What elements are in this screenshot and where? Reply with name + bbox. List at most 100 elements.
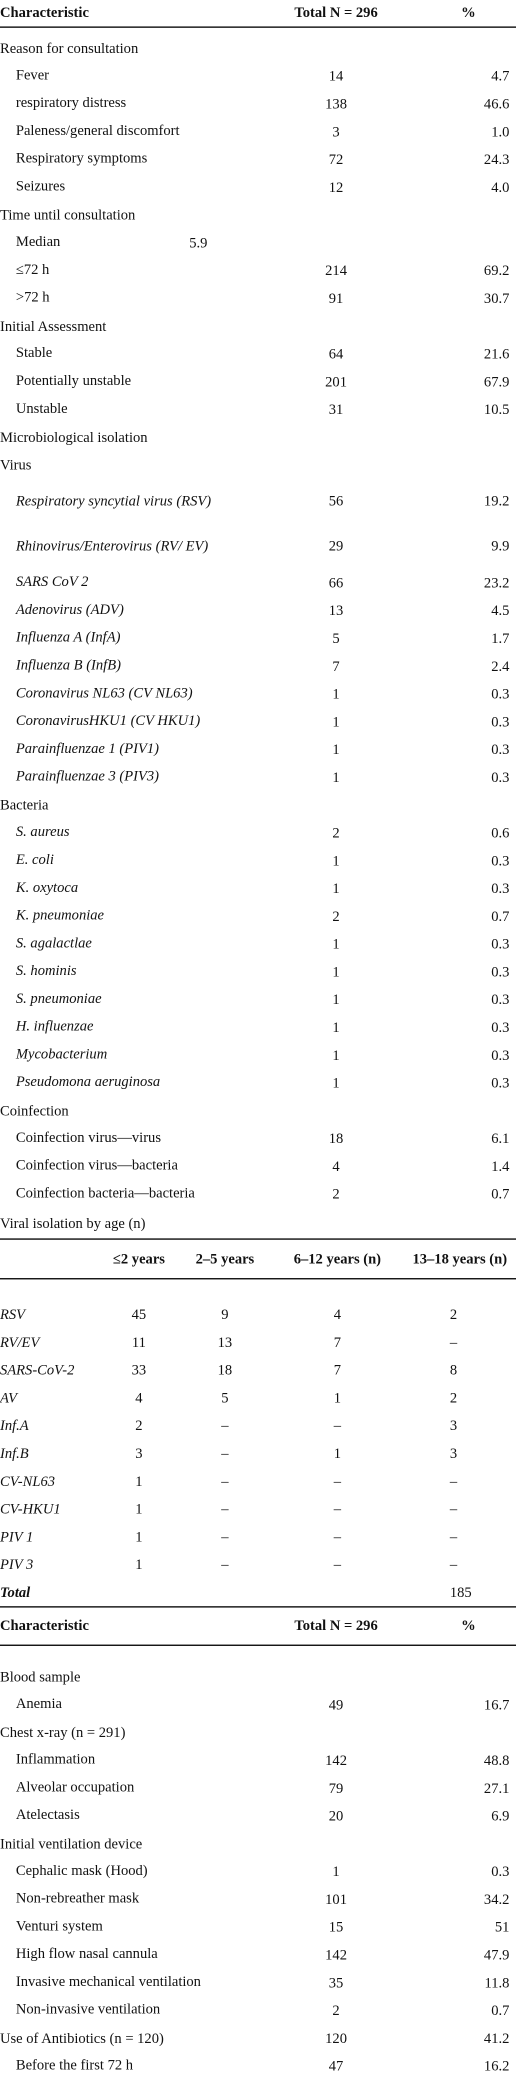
data-row: Paleness/general discomfort 3 1.0	[0, 118, 516, 146]
value-cell: –	[221, 1473, 229, 1490]
label-cell: Parainfluenzae 3 (PIV3)	[0, 767, 251, 787]
total-cell: 2	[332, 908, 340, 925]
section-row: Microbiological isolation	[0, 423, 516, 451]
row-label: S. aureus	[15, 824, 70, 841]
row-label: RV/EV	[0, 1334, 40, 1351]
column-header: Total N = 296	[294, 1618, 378, 1635]
percent-cell: 67.9	[483, 373, 510, 390]
row-label: S. pneumoniae	[15, 990, 102, 1007]
row-label: Mycobacterium	[15, 1046, 108, 1063]
row-label: Coronavirus NL63 (CV NL63)	[15, 685, 193, 702]
label-cell: S. hominis	[0, 962, 251, 982]
label-cell: Coronavirus NL63 (CV NL63)	[0, 684, 251, 704]
total-cell: 20	[328, 1807, 344, 1824]
percent-cell: 16.7	[483, 1696, 510, 1713]
label-cell: S. aureus	[0, 823, 251, 843]
data-row: Seizures 12 4.0	[0, 173, 516, 201]
row-label: Pseudomona aeruginosa	[15, 1074, 161, 1091]
row-label: Influenza A (InfA)	[15, 629, 121, 646]
data-row: ≤72 h 214 69.2	[0, 257, 516, 285]
value-cell: 4	[333, 1306, 342, 1323]
section-title: Initial Assessment	[0, 318, 107, 335]
value-cell: 1	[135, 1556, 143, 1573]
row-label: respiratory distress	[15, 95, 127, 112]
data-row: Anemia 49 16.7	[0, 1691, 516, 1719]
row-label: High flow nasal cannula	[15, 1946, 158, 1963]
total-cell: 1	[332, 880, 340, 897]
percent-cell: 19.2	[483, 493, 510, 510]
percent-cell: 0.3	[491, 769, 510, 786]
total-cell: 18	[328, 1130, 344, 1147]
total-cell: 2	[332, 2002, 340, 2019]
percent-cell: 51	[494, 1919, 510, 1936]
data-row: S. aureus 2 0.6	[0, 819, 516, 847]
section-row: Virus	[0, 451, 516, 479]
total-cell: 56	[328, 493, 344, 510]
section-title: Coinfection	[0, 1102, 69, 1119]
label-cell: Coinfection virus—virus	[0, 1129, 251, 1149]
row-label: Total	[0, 1584, 31, 1601]
percent-cell: 1.7	[491, 630, 510, 647]
label-cell: Paleness/general discomfort	[0, 122, 251, 142]
percent-cell: 30.7	[483, 290, 510, 307]
section-row: Bacteria	[0, 791, 516, 819]
row-label: K. pneumoniae	[15, 907, 105, 924]
label-cell: CoronavirusHKU1 (CV HKU1)	[0, 712, 251, 732]
row-label: Potentially unstable	[15, 373, 132, 389]
row-label: PIV 3	[0, 1556, 34, 1573]
data-row: AV 4 5 1 2	[0, 1384, 516, 1412]
data-row: Non-rebreather mask 101 34.2	[0, 1885, 516, 1913]
percent-cell: 0.3	[491, 991, 510, 1008]
percent-cell: 41.2	[483, 2030, 510, 2047]
data-row: Invasive mechanical ventilation 35 11.8	[0, 1969, 516, 1997]
row-label: Median	[15, 234, 61, 251]
value-cell: –	[221, 1556, 229, 1573]
value-cell: –	[449, 1556, 458, 1573]
row-label: Respiratory symptoms	[15, 150, 148, 167]
row-label: K. oxytoca	[15, 879, 79, 896]
total-cell: 120	[325, 2030, 347, 2047]
row-label: Coinfection virus—bacteria	[15, 1157, 178, 1174]
percent-cell: 0.3	[491, 1019, 510, 1036]
total-cell: 31	[328, 401, 344, 418]
column-header: 13–18 years (n)	[412, 1250, 508, 1267]
value-cell: –	[221, 1528, 229, 1545]
data-row: respiratory distress 138 46.6	[0, 90, 516, 118]
total-cell: 1	[332, 1047, 340, 1064]
label-cell: >72 h	[0, 288, 251, 308]
row-label: Invasive mechanical ventilation	[15, 1974, 201, 1990]
data-row: H. influenzae 1 0.3	[0, 1013, 516, 1041]
percent-cell: 0.3	[491, 963, 510, 980]
total-cell: 14	[328, 68, 344, 85]
percent-cell: 0.3	[491, 1075, 510, 1091]
value-cell: 5	[221, 1389, 229, 1406]
data-row: Inf.B 3 – 1 3	[0, 1440, 516, 1468]
section-title: Microbiological isolation	[0, 429, 148, 446]
percent-cell: 0.3	[491, 936, 510, 952]
label-cell: Unstable	[0, 400, 251, 420]
total-cell: 64	[328, 345, 344, 362]
total-cell: 4	[332, 1158, 340, 1175]
data-row: Coinfection bacteria—bacteria 2 0.7	[0, 1180, 516, 1208]
row-label: Before the first 72 h	[15, 2057, 134, 2074]
percent-cell: 11.8	[484, 1974, 510, 1991]
row-label: E. coli	[15, 852, 54, 868]
percent-cell: 4.5	[491, 602, 510, 619]
data-row: Rhinovirus/Enterovirus (RV/ EV) 29 9.9	[0, 524, 516, 569]
row-label: RSV	[0, 1306, 26, 1323]
row-label: >72 h	[15, 289, 50, 306]
data-row: Pseudomona aeruginosa 1 0.3	[0, 1069, 516, 1097]
total-cell: 49	[328, 1696, 344, 1713]
data-row: Coinfection virus—virus 18 6.1	[0, 1125, 516, 1153]
data-row: Adenovirus (ADV) 13 4.5	[0, 597, 516, 625]
row-label: CoronavirusHKU1 (CV HKU1)	[15, 713, 201, 730]
section-row: Coinfection	[0, 1097, 516, 1125]
value-cell: 8	[449, 1362, 458, 1378]
data-row: Venturi system 15 51	[0, 1913, 516, 1941]
total-cell: 214	[325, 262, 347, 279]
label-cell: Pseudomona aeruginosa	[0, 1073, 251, 1093]
section-title: Chest x-ray (n = 291)	[0, 1724, 126, 1741]
row-label: AV	[0, 1389, 18, 1406]
